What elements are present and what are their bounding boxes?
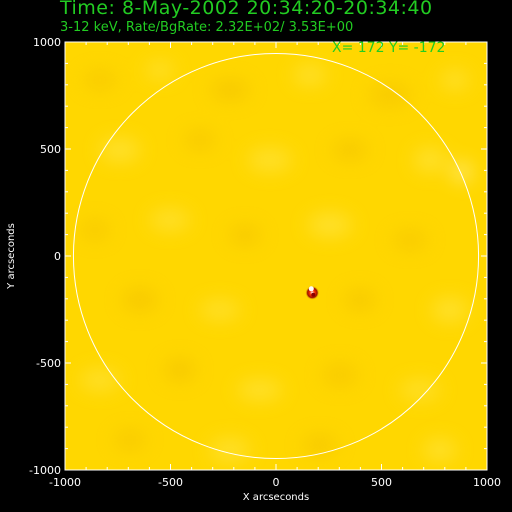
y-axis-title: Y arcseconds [6,223,17,290]
x-tick-label: -1000 [49,476,81,489]
y-tick-label: 500 [40,143,61,156]
map-texture [80,61,472,462]
x-tick-label: 500 [371,476,392,489]
y-tick-label: 1000 [33,36,61,49]
y-tick-label: -500 [36,357,61,370]
count-rate-info: 3-12 keV, Rate/BgRate: 2.32E+02/ 3.53E+0… [60,20,354,35]
y-tick-label: 0 [54,250,61,263]
x-tick-label: -500 [158,476,183,489]
flare-source [305,285,320,300]
solar-limb-circle [72,52,480,460]
axis-ticks [64,41,488,471]
observation-time: Time: 8-May-2002 20:34:20-20:34:40 [60,0,433,19]
x-axis-title: X arcseconds [243,492,309,503]
axis-tick-labels: -1000 -500 0 500 1000 1000 500 0 -500 -1000 [29,36,501,489]
x-tick-label: 0 [273,476,280,489]
map-image-area [65,42,487,470]
cursor-coordinate-readout: X= 172 Y= -172 [332,40,446,56]
x-tick-label: 1000 [473,476,501,489]
y-tick-label: -1000 [29,464,61,477]
